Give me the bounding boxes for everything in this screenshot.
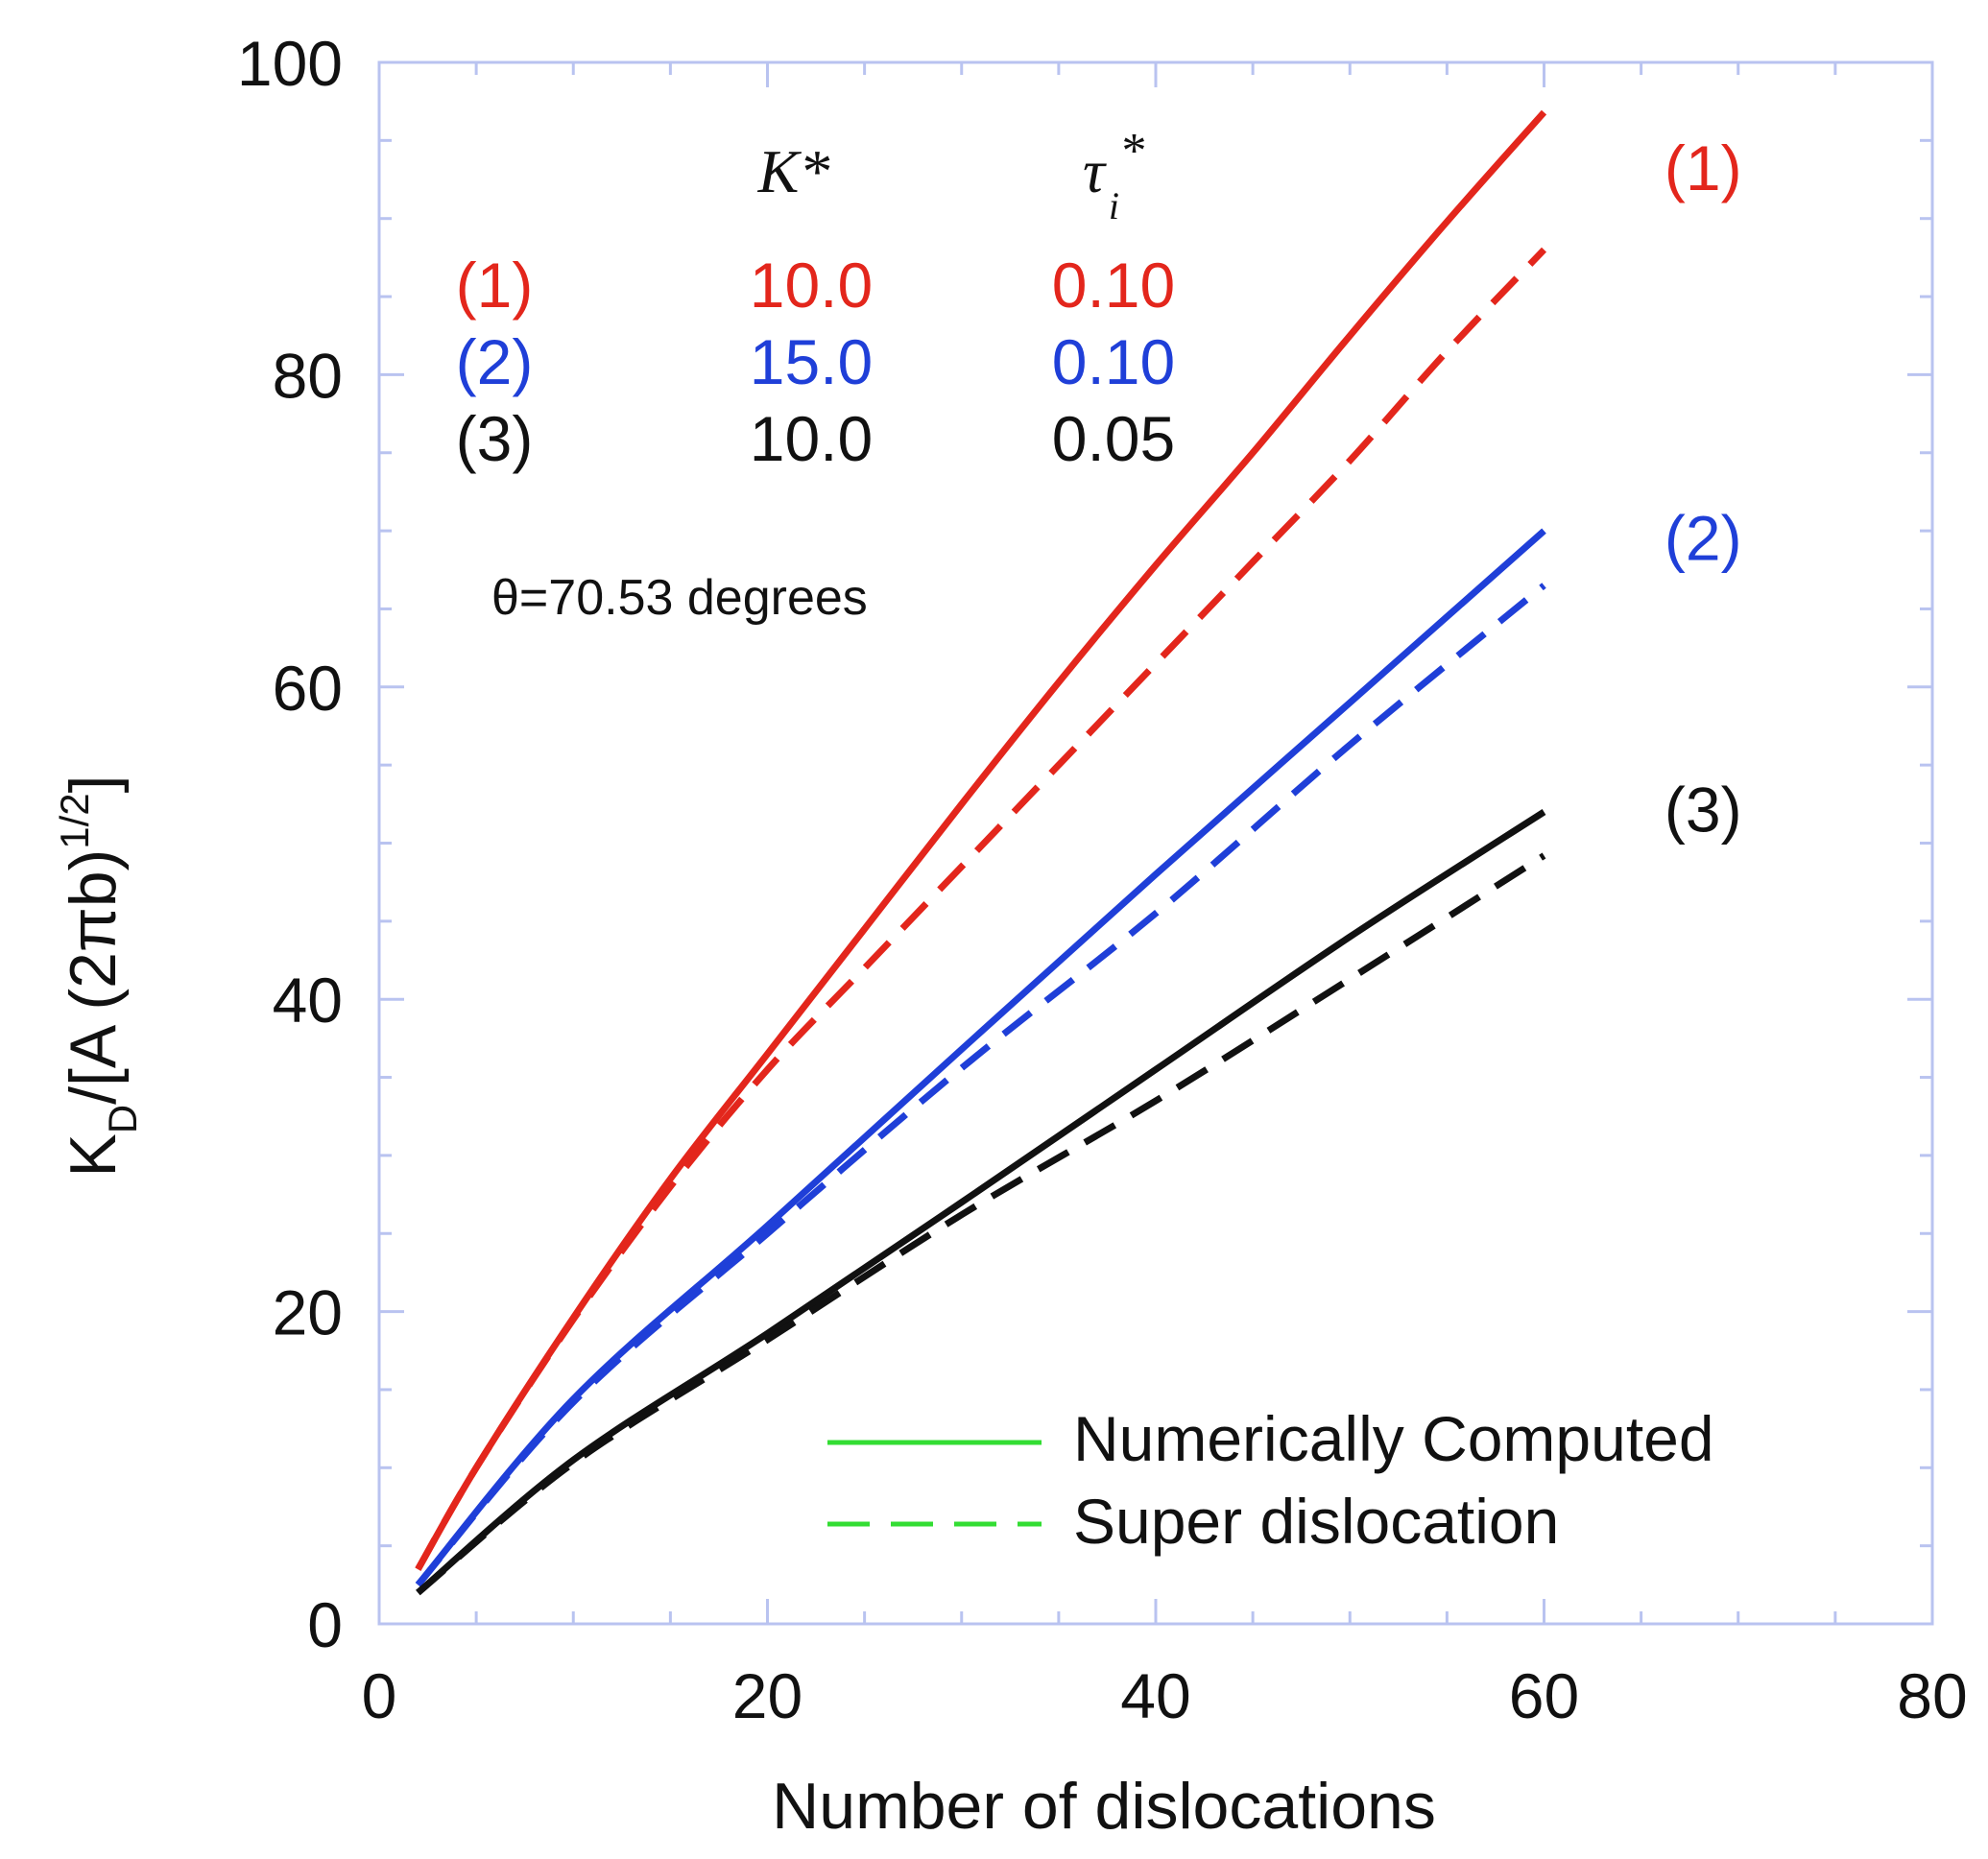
y-tick-label: 100 <box>237 28 343 99</box>
x-tick-label: 80 <box>1897 1660 1967 1731</box>
y-tick-label: 40 <box>273 965 343 1036</box>
x-tick-label: 40 <box>1120 1660 1190 1731</box>
param-row-label: (2) <box>456 326 534 397</box>
x-axis-title: Number of dislocations <box>772 1770 1436 1843</box>
y-axis-title-main: K <box>57 1133 130 1177</box>
param-row-k: 15.0 <box>750 326 873 397</box>
y-tick-label: 60 <box>273 653 343 724</box>
param-row-k: 10.0 <box>750 403 873 474</box>
param-header-tau-subscript: i <box>1109 184 1119 227</box>
param-row-label: (1) <box>456 250 534 321</box>
legend-label: Numerically Computed <box>1073 1403 1714 1474</box>
x-tick-label: 0 <box>362 1660 397 1731</box>
curve-label: (1) <box>1665 132 1742 203</box>
series-layer <box>415 109 1547 1596</box>
param-row-tau: 0.05 <box>1052 403 1175 474</box>
y-tick-label: 20 <box>273 1277 343 1348</box>
param-table: K* τi* (1) 10.0 0.10 (2) 15.0 0.10 (3) 1… <box>456 124 1176 474</box>
series-line-dashed <box>415 247 1547 1571</box>
x-tick-label: 20 <box>732 1660 802 1731</box>
param-header-k: K* <box>757 137 830 205</box>
x-tick-label: 60 <box>1509 1660 1579 1731</box>
curve-label: (3) <box>1665 775 1742 846</box>
curve-label: (2) <box>1665 503 1742 574</box>
angle-note: θ=70.53 degrees <box>491 570 868 626</box>
series-line-solid <box>416 809 1546 1596</box>
param-row-tau: 0.10 <box>1052 250 1175 321</box>
param-header-tau: τi* <box>1083 124 1144 227</box>
series-line-dashed <box>415 583 1546 1587</box>
param-header-tau-superscript: * <box>1119 124 1144 179</box>
legend: Numerically Computed Super dislocation <box>827 1403 1714 1557</box>
param-header-tau-symbol: τ <box>1083 137 1107 205</box>
curve-labels: (1) (2) (3) <box>1665 132 1742 846</box>
y-tick-label: 80 <box>273 340 343 411</box>
series-line-dashed <box>416 852 1546 1596</box>
param-row-label: (3) <box>456 403 534 474</box>
legend-label: Super dislocation <box>1073 1486 1559 1557</box>
y-axis-title-close: ] <box>57 775 130 793</box>
y-axis-title-rest: /[A (2πb) <box>57 849 130 1105</box>
axis-tick-labels: 0 20 40 60 80 0 20 40 60 80 100 <box>237 28 1968 1731</box>
y-axis-title-subscript: D <box>100 1105 145 1133</box>
param-row-tau: 0.10 <box>1052 326 1175 397</box>
y-tick-label: 0 <box>307 1589 343 1660</box>
axis-ticks <box>377 60 1934 1626</box>
y-axis-title: KD/[A (2πb)1/2] <box>52 775 145 1177</box>
y-axis-title-superscript: 1/2 <box>52 793 97 848</box>
param-row-k: 10.0 <box>750 250 873 321</box>
